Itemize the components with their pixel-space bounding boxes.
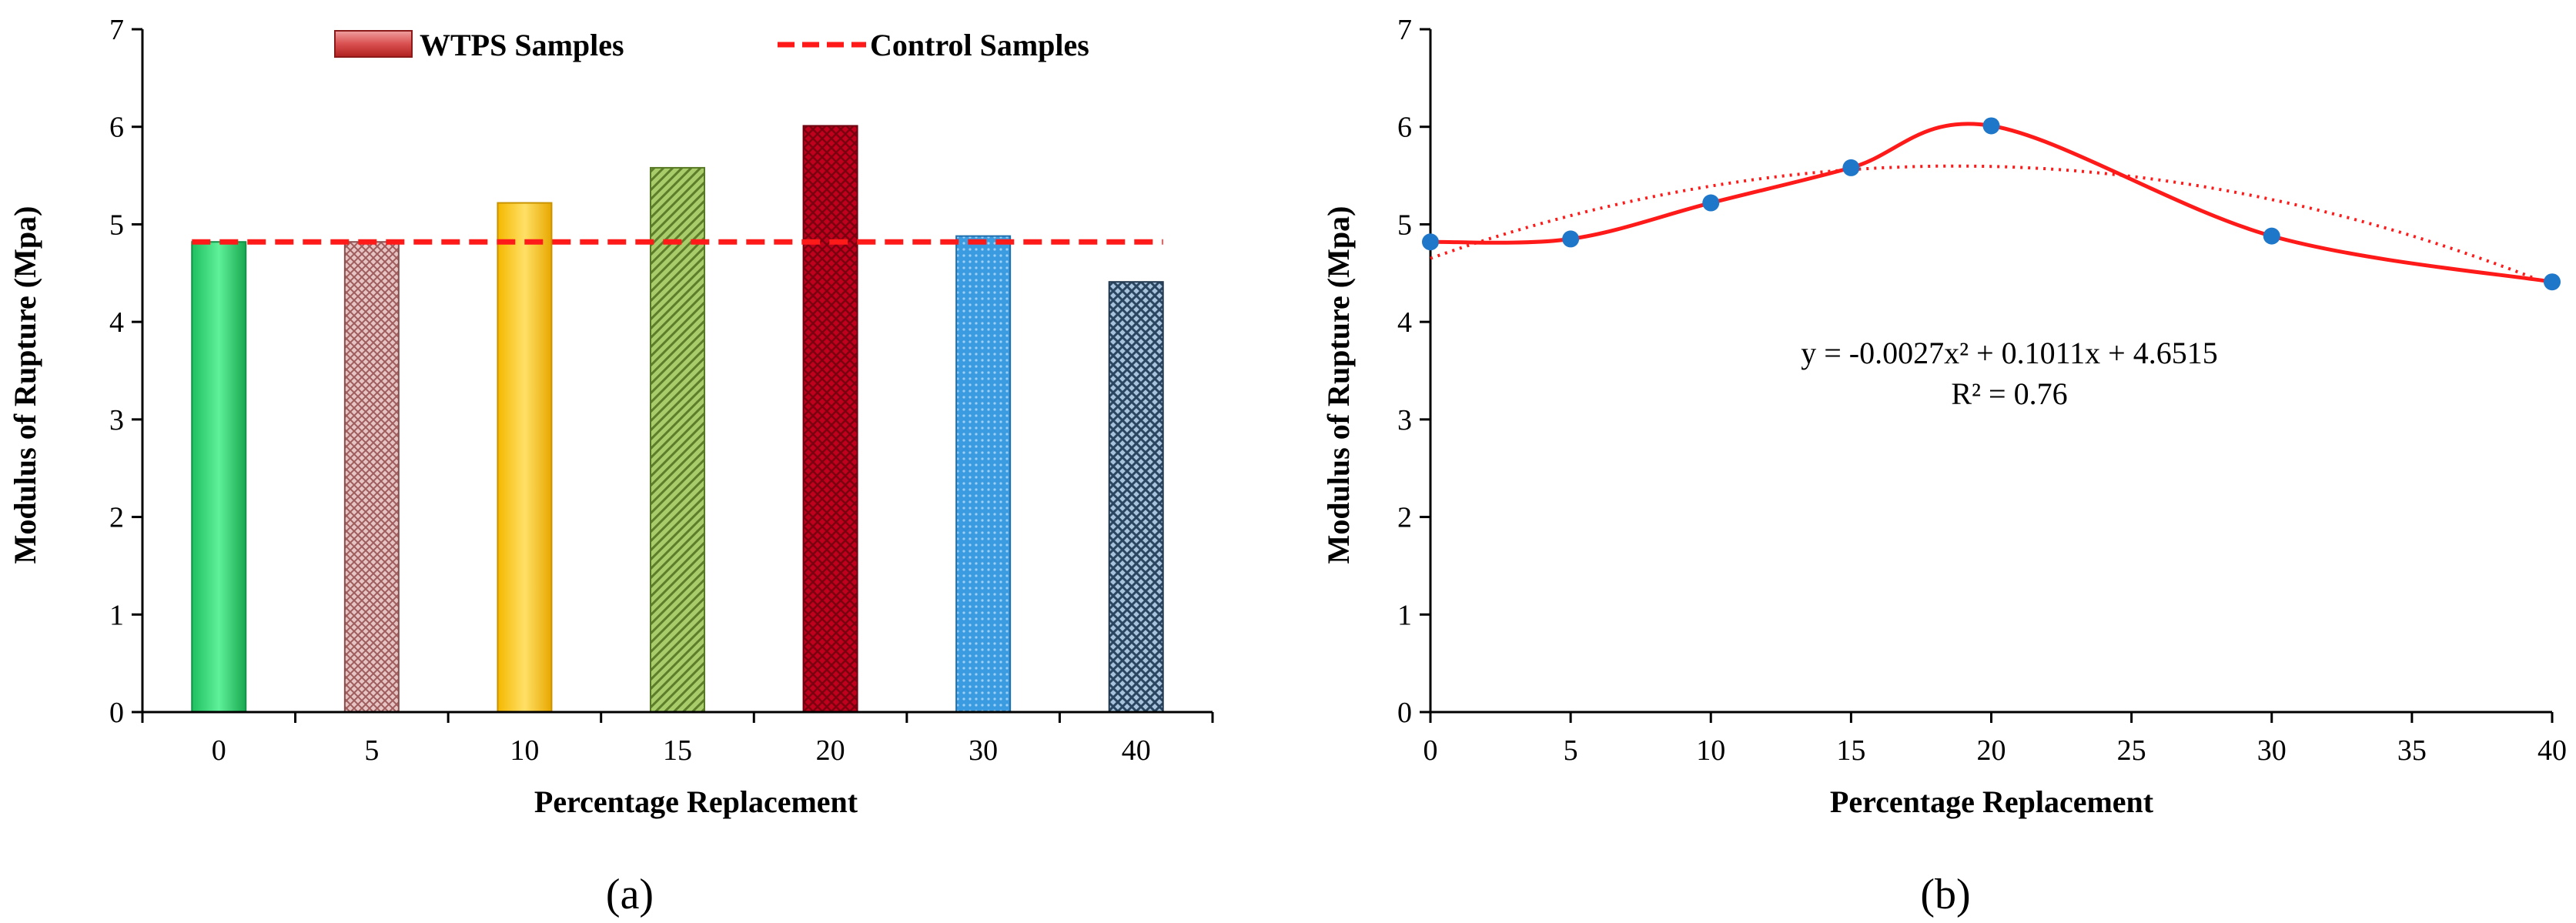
y-tick-label-b: 7 [1397, 14, 1412, 46]
y-tick-label-b: 2 [1397, 502, 1412, 534]
caption-a: (a) [606, 871, 654, 918]
bar-20 [802, 125, 858, 713]
y-tick-label: 5 [109, 209, 124, 241]
legend-wtps-swatch [334, 30, 413, 58]
bar-30 [955, 235, 1012, 713]
legend-control-label: Control Samples [870, 28, 1089, 62]
data-point-5 [1562, 230, 1580, 248]
smoothed-series-line [1430, 122, 2553, 284]
scatter-chart-panel: 0 1 2 3 4 5 6 7 0 5 10 15 20 25 30 35 40 y = -0.0027x² … [1321, 14, 2567, 918]
y-tick-label: 3 [109, 404, 124, 436]
y-tick-label: 2 [109, 502, 124, 534]
data-point-30 [2263, 227, 2280, 245]
y-tick-label-b: 5 [1397, 209, 1412, 241]
x-tick-label: 20 [816, 734, 845, 767]
y-tick-label: 0 [109, 697, 124, 729]
x-tick-label-b: 25 [2117, 734, 2146, 767]
legend: WTPS Samples Control Samples [334, 28, 1089, 62]
y-tick-label-b: 6 [1397, 112, 1412, 144]
polynomial-trendline [1430, 164, 2553, 287]
bar-0 [191, 241, 247, 714]
x-tick-label: 40 [1122, 734, 1151, 767]
y-tick-label: 7 [109, 14, 124, 46]
bar-chart-panel: 0 1 2 3 4 5 6 7 0 5 10 15 20 30 40 WTPS Samples Contr… [8, 14, 1214, 918]
x-tick-label: 15 [663, 734, 692, 767]
y-tick-label: 1 [109, 599, 124, 631]
bar-5 [343, 241, 400, 714]
x-axis-title: Percentage Replacement [534, 784, 858, 819]
bar-15 [650, 166, 705, 714]
y-tick-label: 4 [109, 306, 124, 339]
x-tick-label-b: 20 [1977, 734, 2006, 767]
data-point-0 [1422, 233, 1439, 251]
x-tick-label-b: 15 [1836, 734, 1865, 767]
data-point-40 [2544, 273, 2561, 291]
caption-b: (b) [1920, 871, 1970, 918]
data-point-15 [1842, 159, 1860, 176]
x-axis-title-b: Percentage Replacement [1830, 784, 2154, 819]
y-tick-label-b: 3 [1397, 404, 1412, 436]
bar-10 [497, 202, 553, 713]
x-tick-label-b: 35 [2397, 734, 2427, 767]
x-tick-label-b: 10 [1696, 734, 1725, 767]
y-axis-title-b: Modulus of Rupture (Mpa) [1321, 206, 1356, 564]
x-tick-label: 30 [969, 734, 998, 767]
trendline-equation: y = -0.0027x² + 0.1011x + 4.6515 [1801, 336, 2218, 370]
data-point-10 [1702, 194, 1720, 212]
x-tick-label-b: 5 [1564, 734, 1578, 767]
x-tick-label: 0 [212, 734, 226, 767]
y-tick-label-b: 4 [1397, 306, 1412, 339]
legend-wtps-label: WTPS Samples [420, 28, 624, 62]
x-tick-label-b: 40 [2538, 734, 2567, 767]
r-squared-label: R² = 0.76 [1951, 376, 2067, 411]
bar-40 [1108, 281, 1164, 713]
data-point-20 [1982, 117, 2000, 135]
x-tick-label: 10 [510, 734, 539, 767]
y-tick-label-b: 0 [1397, 697, 1412, 729]
x-tick-label: 5 [364, 734, 379, 767]
x-tick-label-b: 0 [1423, 734, 1438, 767]
y-axis-title: Modulus of Rupture (Mpa) [8, 206, 42, 564]
y-tick-label-b: 1 [1397, 599, 1412, 631]
x-tick-label-b: 30 [2257, 734, 2287, 767]
y-tick-label: 6 [109, 112, 124, 144]
